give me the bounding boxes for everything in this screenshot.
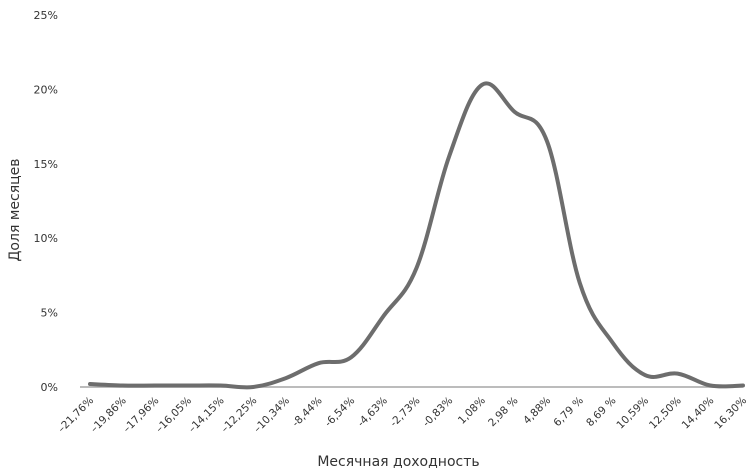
x-axis-title: Месячная доходность [317,454,479,470]
x-tick-label: 14,40% [680,395,717,432]
x-tick-label: 1,08% [456,395,488,427]
series-line [88,81,745,390]
x-tick-label: 4,88% [521,395,553,427]
y-tick-label: 0% [41,381,58,394]
y-tick-label: 15% [34,158,58,171]
y-axis-title: Доля месяцев [7,158,23,261]
x-tick-label: -4,63% [355,395,390,430]
x-tick-label: 8,69 % [584,395,618,429]
x-tick-label: 2,98 % [486,395,520,429]
y-axis-ticks: 0% 5% 10% 15% 20% 25% [34,9,58,394]
x-tick-label: -6,54% [323,395,358,430]
x-tick-label: -8,44% [290,395,325,430]
x-tick-label: 6,79 % [551,395,585,429]
x-tick-label: -0,83% [421,395,456,430]
x-axis-ticks: –21,76%–19,86%–17,96%–16,05%–14,15%–12,2… [56,395,750,436]
x-tick-label: -2,73% [388,395,423,430]
y-tick-label: 25% [34,9,58,22]
y-tick-label: 10% [34,232,58,245]
x-tick-label: 12,50% [647,395,684,432]
x-tick-label: 16,30% [712,395,749,432]
x-tick-label: –10,34% [252,395,293,436]
y-tick-label: 20% [34,83,58,96]
x-tick-label: 10,59% [614,395,651,432]
y-tick-label: 5% [41,307,58,320]
